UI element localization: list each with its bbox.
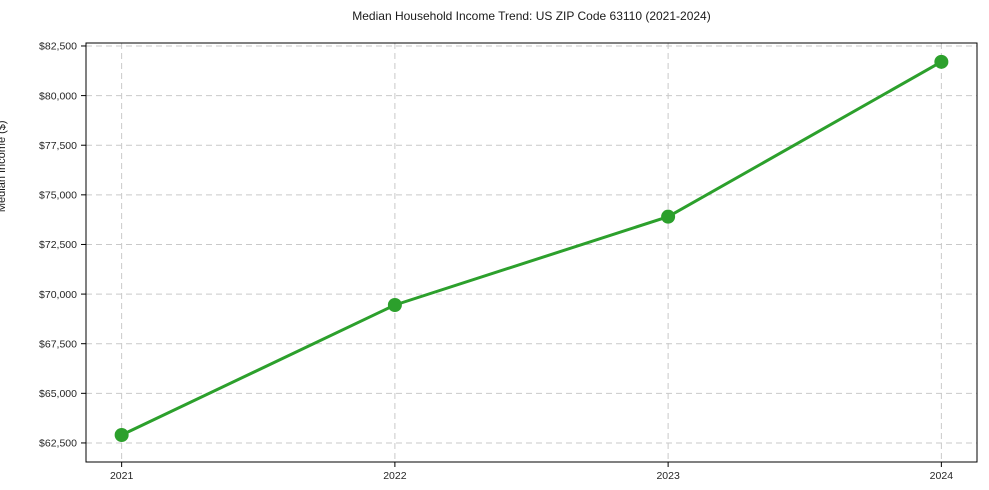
y-tick-label: $72,500 — [39, 239, 77, 251]
y-tick-label: $62,500 — [39, 438, 77, 450]
x-tick-label: 2023 — [656, 470, 680, 482]
y-tick-label: $77,500 — [39, 140, 77, 152]
y-tick-label: $70,000 — [39, 289, 77, 301]
data-point-2023 — [661, 209, 676, 224]
y-tick-label: $65,000 — [39, 388, 77, 400]
y-tick-label: $75,000 — [39, 190, 77, 202]
data-point-2021 — [114, 428, 129, 443]
x-tick-label: 2024 — [930, 470, 954, 482]
x-tick-label: 2021 — [110, 470, 134, 482]
data-point-2024 — [934, 54, 949, 69]
x-tick-label: 2022 — [383, 470, 407, 482]
y-tick-label: $82,500 — [39, 41, 77, 53]
y-tick-label: $80,000 — [39, 90, 77, 102]
y-tick-label: $67,500 — [39, 338, 77, 350]
plot-border — [85, 42, 978, 463]
data-point-2022 — [387, 297, 402, 312]
median-household-income-line-series — [120, 60, 943, 437]
chart-title: Median Household Income Trend: US ZIP Co… — [352, 9, 711, 23]
